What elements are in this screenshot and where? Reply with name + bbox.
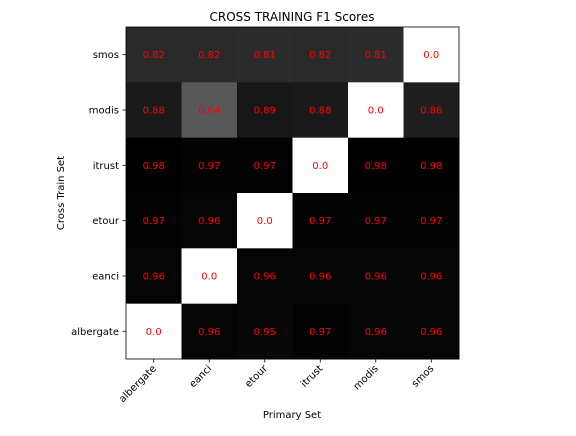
heatmap-cells: [126, 27, 460, 360]
cell-value-label: 0.97: [198, 161, 220, 172]
heatmap-cell: [181, 193, 238, 249]
heatmap-cell: [403, 303, 460, 360]
heatmap-cell: [348, 193, 404, 249]
cell-value-label: 0.96: [198, 216, 220, 227]
cell-value-label: 0.82: [143, 50, 165, 61]
cell-value-label: 0.98: [420, 161, 442, 172]
cell-value-label: 0.97: [309, 327, 331, 338]
heatmap-cell: [348, 248, 404, 305]
heatmap-cell: [126, 82, 182, 139]
heatmap-cell: [403, 82, 460, 139]
heatmap-cell: [403, 27, 460, 83]
cell-value-label: 0.98: [365, 161, 387, 172]
x-tick-label: albergate: [117, 363, 159, 405]
heatmap-cell: [403, 137, 460, 194]
cell-value-label: 0.82: [198, 50, 220, 61]
heatmap-cell: [126, 137, 182, 194]
cell-value-label: 0.97: [254, 161, 276, 172]
y-tick-label: smos: [93, 50, 119, 61]
heatmap-cell: [237, 137, 293, 194]
cell-value-label: 0.96: [420, 327, 442, 338]
cell-value-label: 0.96: [198, 327, 220, 338]
y-tick-label: eanci: [92, 272, 119, 283]
heatmap-cell: [292, 137, 349, 194]
cell-value-label: 0.97: [420, 216, 442, 227]
x-tick-label: modis: [352, 363, 381, 392]
heatmap-cell: [126, 193, 182, 249]
y-axis: smos modis itrust etour eanci albergate: [71, 50, 126, 338]
x-axis: albergate eanci etour itrust modis smos: [117, 359, 436, 405]
heatmap-cell: [292, 193, 349, 249]
heatmap-cell: [292, 248, 349, 305]
heatmap-cell: [126, 27, 182, 83]
y-tick-label: albergate: [71, 327, 119, 338]
cell-value-label: 0.98: [143, 161, 165, 172]
heatmap-cell: [181, 248, 238, 305]
heatmap-cell: [237, 27, 293, 83]
cell-value-labels: 0.82 0.82 0.81 0.82 0.81 0.0 0.88 0.64 0.89 0.88 0…: [143, 50, 443, 338]
cell-value-label: 0.89: [254, 106, 276, 117]
heatmap-cell: [403, 248, 460, 305]
cell-value-label: 0.96: [365, 272, 387, 283]
cell-value-label: 0.64: [198, 106, 220, 117]
heatmap-cell: [237, 303, 293, 360]
heatmap-cell: [237, 82, 293, 139]
cell-value-label: 0.97: [365, 216, 387, 227]
cell-value-label: 0.96: [365, 327, 387, 338]
x-tick-label: eanci: [188, 363, 215, 390]
x-tick-label: itrust: [299, 363, 325, 389]
heatmap-cell: [292, 303, 349, 360]
cell-value-label: 0.97: [309, 216, 331, 227]
cell-value-label: 0.96: [420, 272, 442, 283]
x-tick-label: smos: [410, 363, 436, 389]
heatmap-cell: [348, 82, 404, 139]
cell-value-label: 0.96: [254, 272, 276, 283]
cell-value-label: 0.88: [309, 106, 331, 117]
heatmap-cell: [237, 193, 293, 249]
heatmap-cell: [403, 193, 460, 249]
y-tick-label: modis: [89, 106, 119, 117]
heatmap-cell: [181, 137, 238, 194]
heatmap-cell: [181, 303, 238, 360]
x-axis-label: Primary Set: [263, 410, 321, 421]
chart-title: CROSS TRAINING F1 Scores: [210, 10, 375, 24]
plot-frame: [125, 26, 460, 360]
heatmap-cell: [348, 137, 404, 194]
cell-value-label: 0.0: [368, 106, 384, 117]
y-axis-label: Cross Train Set: [56, 156, 67, 230]
heatmap-cell: [181, 82, 238, 139]
cell-value-label: 0.97: [143, 216, 165, 227]
cell-value-label: 0.0: [146, 327, 162, 338]
cell-value-label: 0.0: [312, 161, 328, 172]
cell-value-label: 0.0: [257, 216, 273, 227]
cell-value-label: 0.95: [254, 327, 276, 338]
cell-value-label: 0.81: [254, 50, 276, 61]
heatmap-cell: [348, 27, 404, 83]
cell-value-label: 0.96: [143, 272, 165, 283]
cell-value-label: 0.0: [201, 272, 217, 283]
cell-value-label: 0.96: [309, 272, 331, 283]
heatmap-cell: [237, 248, 293, 305]
cell-value-label: 0.86: [420, 106, 442, 117]
y-tick-label: itrust: [93, 161, 119, 172]
x-tick-label: etour: [243, 363, 270, 390]
heatmap-cell: [348, 303, 404, 360]
heatmap-cell: [126, 248, 182, 305]
cell-value-label: 0.81: [365, 50, 387, 61]
heatmap-cell: [292, 82, 349, 139]
heatmap-cell: [292, 27, 349, 83]
cell-value-label: 0.82: [309, 50, 331, 61]
y-tick-label: etour: [92, 216, 120, 227]
cell-value-label: 0.0: [423, 50, 439, 61]
cell-value-label: 0.88: [143, 106, 165, 117]
heatmap-cell: [126, 303, 182, 360]
heatmap-cell: [181, 27, 238, 83]
